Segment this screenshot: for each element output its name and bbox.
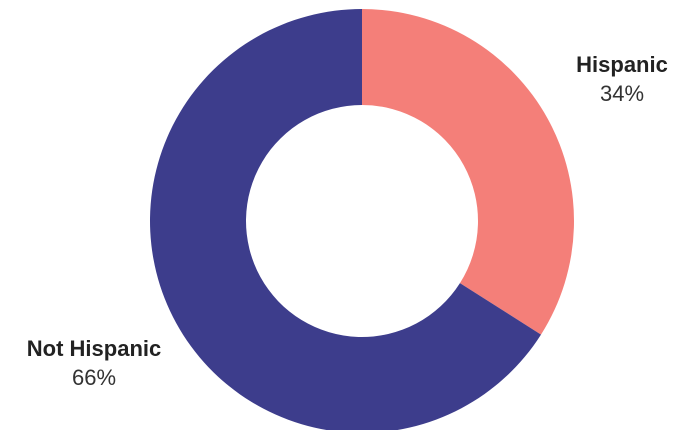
slice-name-not-hispanic: Not Hispanic [26, 336, 162, 361]
slice-percent-hispanic: 34% [599, 81, 645, 106]
slice-hispanic [362, 9, 574, 335]
slice-not-hispanic [150, 9, 541, 430]
slice-percent-not-hispanic: 66% [71, 365, 117, 390]
donut-slices [150, 9, 574, 430]
slice-label-not-hispanic: Not Hispanic 66% [10, 335, 178, 393]
slice-name-hispanic: Hispanic [576, 52, 668, 77]
slice-label-hispanic: Hispanic 34% [564, 51, 680, 109]
